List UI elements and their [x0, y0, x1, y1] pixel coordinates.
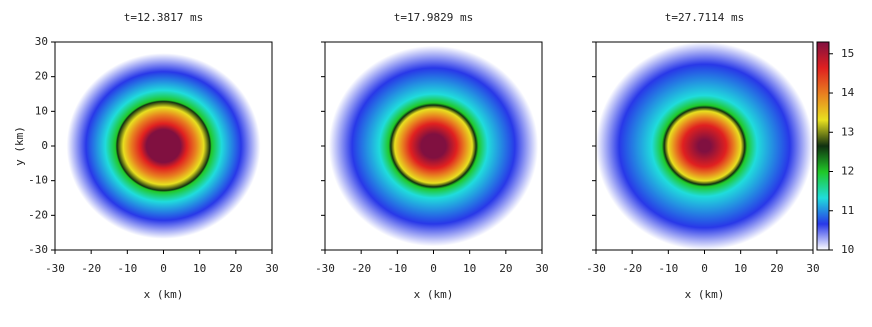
- colorbar-tick-label: 12: [841, 165, 854, 178]
- x-tick-label: 0: [430, 262, 437, 275]
- y-tick-label: -30: [28, 243, 48, 256]
- x-tick-label: 20: [229, 262, 242, 275]
- heatmap-field: [55, 42, 272, 250]
- colorbar-tick-label: 10: [841, 243, 854, 256]
- panel-title: t=17.9829 ms: [394, 11, 473, 24]
- colorbar-tick-label: 11: [841, 204, 854, 217]
- x-axis-label: x (km): [414, 288, 454, 301]
- y-tick-label: 0: [41, 139, 48, 152]
- x-tick-label: 30: [535, 262, 548, 275]
- x-tick-label: -20: [622, 262, 642, 275]
- x-tick-label: 30: [265, 262, 278, 275]
- panel-title: t=12.3817 ms: [124, 11, 203, 24]
- x-axis-label: x (km): [685, 288, 725, 301]
- y-tick-label: -20: [28, 208, 48, 221]
- y-tick-label: 10: [35, 104, 48, 117]
- x-tick-label: 20: [499, 262, 512, 275]
- panel-title: t=27.7114 ms: [665, 11, 744, 24]
- x-tick-label: 30: [806, 262, 819, 275]
- colorbar-tick-label: 15: [841, 47, 854, 60]
- colorbar: [816, 41, 830, 251]
- x-tick-label: -30: [45, 262, 65, 275]
- x-tick-label: -10: [387, 262, 407, 275]
- x-tick-label: -20: [81, 262, 101, 275]
- x-tick-label: -30: [315, 262, 335, 275]
- x-tick-label: -10: [117, 262, 137, 275]
- colorbar-tick-label: 13: [841, 125, 854, 138]
- x-axis-label: x (km): [144, 288, 184, 301]
- x-tick-label: -30: [586, 262, 606, 275]
- x-tick-label: 10: [734, 262, 747, 275]
- y-tick-label: 20: [35, 70, 48, 83]
- x-tick-label: 10: [463, 262, 476, 275]
- y-tick-label: 30: [35, 35, 48, 48]
- x-tick-label: 0: [701, 262, 708, 275]
- heatmap-field: [325, 42, 542, 250]
- x-tick-label: -10: [658, 262, 678, 275]
- y-tick-label: -10: [28, 174, 48, 187]
- x-tick-label: 10: [193, 262, 206, 275]
- heatmap-field: [596, 42, 813, 250]
- colorbar-tick-label: 14: [841, 86, 855, 99]
- y-axis-label: y (km): [13, 126, 26, 166]
- x-tick-label: -20: [351, 262, 371, 275]
- x-tick-label: 0: [160, 262, 167, 275]
- x-tick-label: 20: [770, 262, 783, 275]
